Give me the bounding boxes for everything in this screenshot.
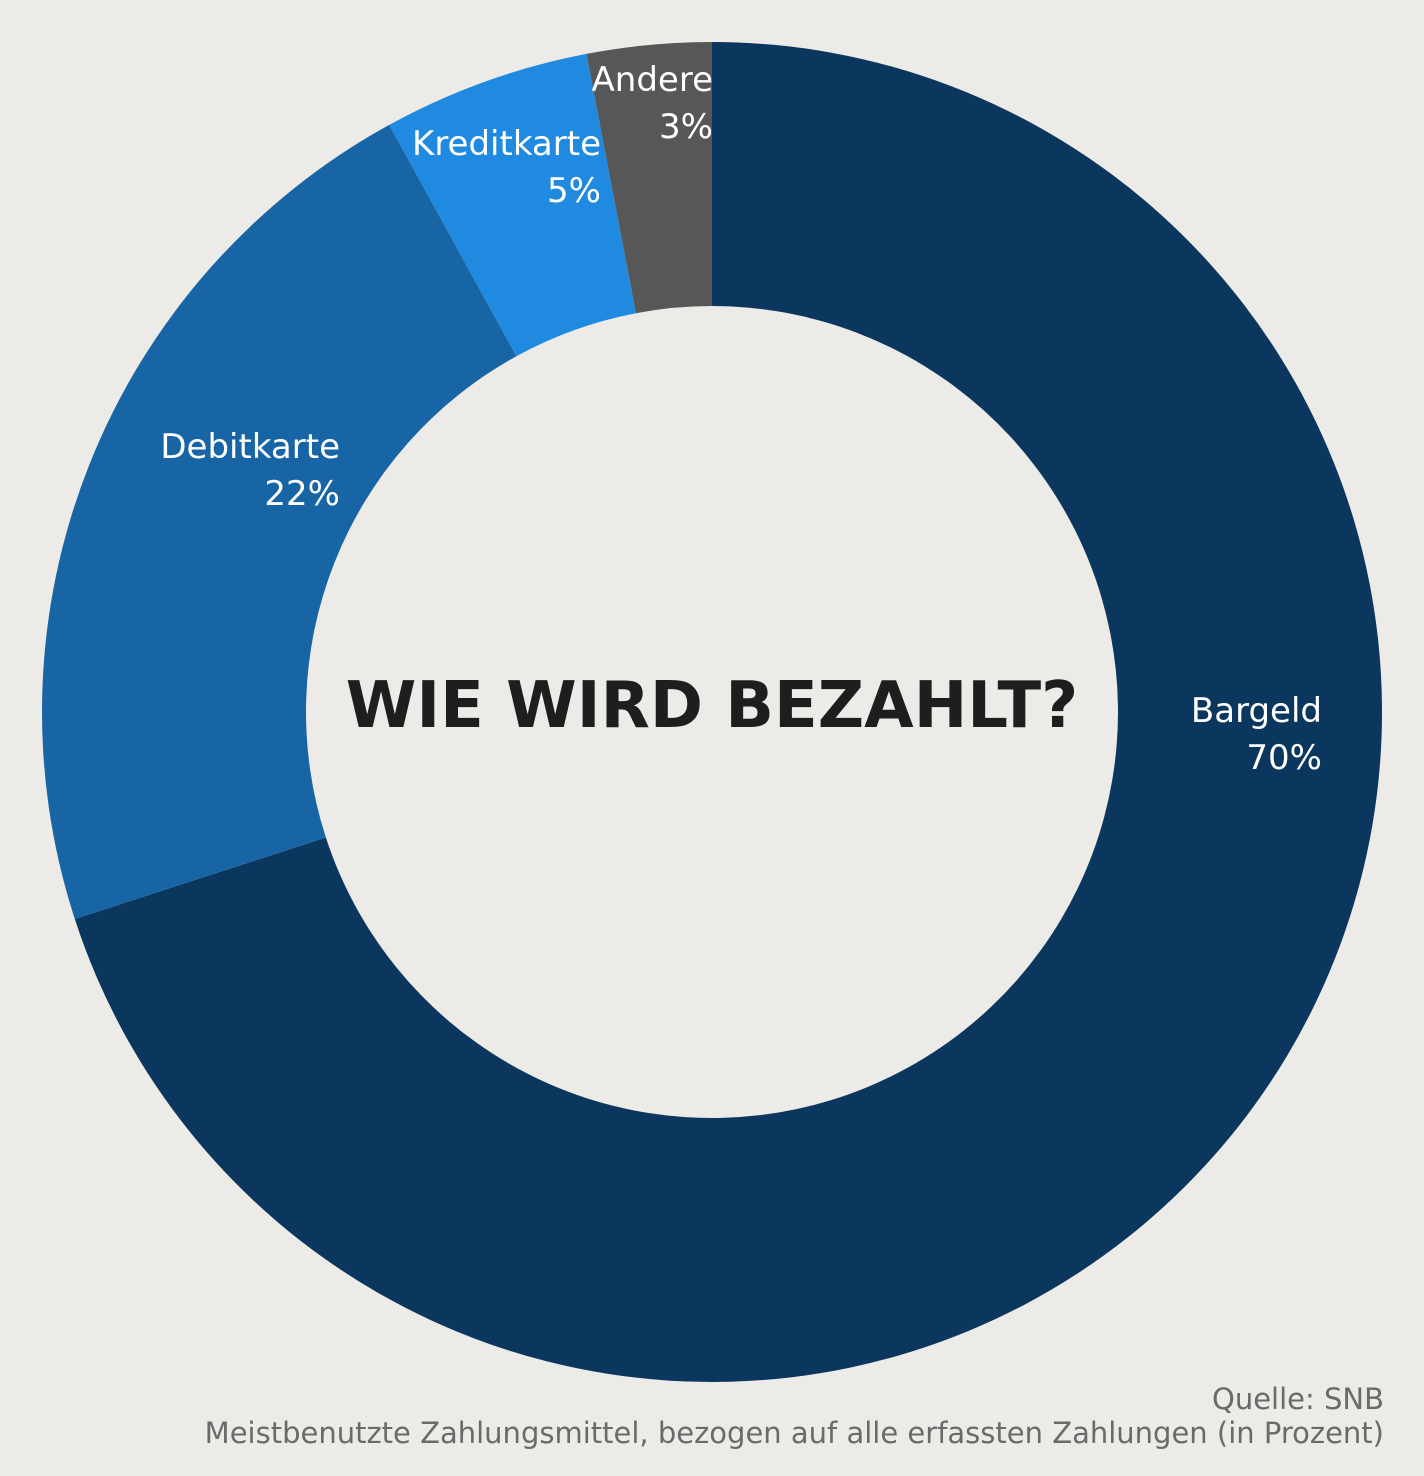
slice-label-debitkarte: Debitkarte <box>160 427 340 467</box>
chart-title: WIE WIRD BEZAHLT? <box>346 669 1078 743</box>
donut-slices <box>41 42 1383 1382</box>
slice-debitkarte <box>41 124 517 920</box>
source-note: Quelle: SNB <box>1212 1382 1384 1416</box>
slice-andere <box>586 42 712 314</box>
slice-value-andere: 3% <box>659 107 713 147</box>
slice-value-kreditkarte: 5% <box>547 171 601 211</box>
slice-label-kreditkarte: Kreditkarte <box>412 124 601 164</box>
slice-labels: Bargeld 70% Debitkarte 22% Kreditkarte 5% Ande… <box>160 60 1322 778</box>
chart-caption: Meistbenutzte Zahlungsmittel, bezogen au… <box>204 1416 1384 1450</box>
slice-label-andere: Andere <box>592 60 713 100</box>
slice-value-bargeld: 70% <box>1246 738 1322 778</box>
slice-value-debitkarte: 22% <box>264 474 340 514</box>
slice-label-bargeld: Bargeld <box>1191 691 1322 731</box>
slice-bargeld <box>74 42 1383 1382</box>
slice-kreditkarte <box>389 53 636 357</box>
